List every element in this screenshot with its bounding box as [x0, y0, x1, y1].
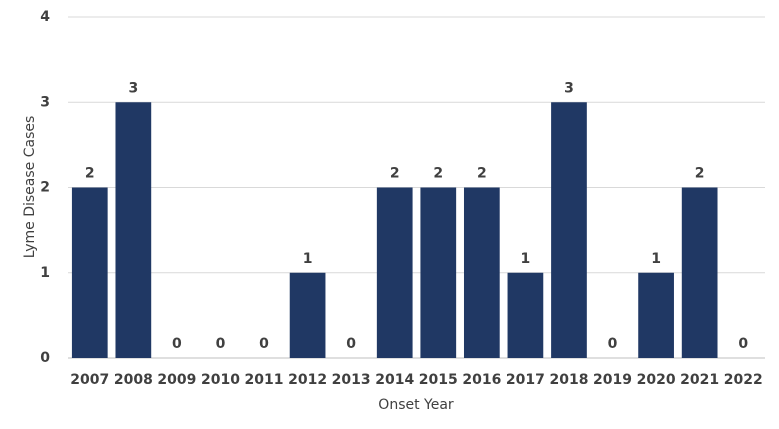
bar: [507, 272, 544, 358]
x-tick-label: 2018: [549, 372, 588, 388]
x-tick-label: 2011: [245, 372, 284, 388]
x-tick-label: 2021: [680, 372, 719, 388]
data-label: 2: [477, 166, 487, 182]
data-label: 2: [695, 166, 705, 182]
data-label: 1: [651, 251, 661, 267]
data-label: 0: [259, 336, 269, 352]
data-label: 2: [85, 166, 95, 182]
bar: [638, 272, 674, 358]
y-tick-label: 1: [40, 265, 50, 281]
x-tick-label: 2015: [419, 372, 458, 388]
x-tick-label: 2019: [593, 372, 632, 388]
bar: [115, 102, 152, 358]
x-tick-label: 2022: [724, 372, 763, 388]
y-tick-label: 4: [40, 9, 50, 25]
data-label: 0: [172, 336, 182, 352]
x-tick-label: 2007: [70, 372, 109, 388]
data-label: 1: [303, 251, 313, 267]
bar: [463, 187, 500, 358]
data-label: 3: [128, 80, 138, 96]
data-label: 2: [433, 166, 443, 182]
y-tick-label: 3: [40, 94, 50, 110]
data-label: 0: [738, 336, 748, 352]
x-tick-label: 2020: [637, 372, 676, 388]
bar: [289, 272, 326, 358]
x-tick-label: 2017: [506, 372, 545, 388]
y-tick-label: 2: [40, 180, 50, 196]
data-label: 0: [346, 336, 356, 352]
x-tick-label: 2012: [288, 372, 327, 388]
x-tick-label: 2013: [332, 372, 371, 388]
bar: [420, 187, 457, 358]
y-tick-label: 0: [40, 350, 50, 366]
data-label: 2: [390, 166, 400, 182]
x-axis-title: Onset Year: [378, 397, 454, 413]
bar: [551, 102, 587, 358]
data-label: 1: [521, 251, 531, 267]
x-tick-label: 2009: [157, 372, 196, 388]
bar: [681, 187, 718, 358]
y-axis-title: Lyme Disease Cases: [22, 116, 38, 259]
data-label: 0: [608, 336, 618, 352]
x-tick-label: 2008: [114, 372, 153, 388]
bar: [71, 187, 108, 358]
data-label: 0: [216, 336, 226, 352]
x-tick-label: 2016: [462, 372, 501, 388]
data-label: 3: [564, 80, 574, 96]
x-tick-label: 2014: [375, 372, 414, 388]
x-tick-label: 2010: [201, 372, 240, 388]
bar: [376, 187, 413, 358]
